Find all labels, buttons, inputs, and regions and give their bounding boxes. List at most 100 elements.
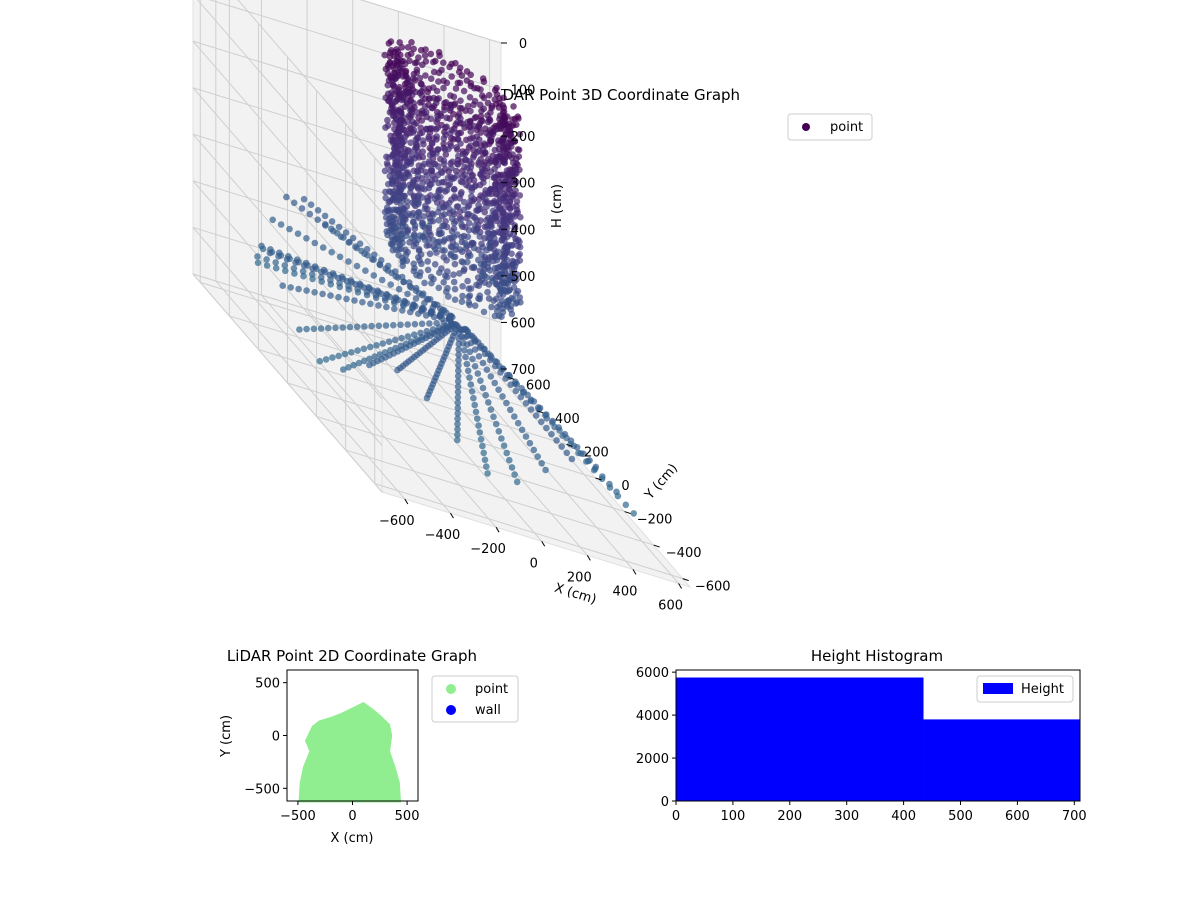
data-point <box>501 145 509 153</box>
x-tick-label: 500 <box>395 809 420 824</box>
data-point <box>389 246 397 254</box>
data-point <box>508 143 515 150</box>
data-point <box>472 408 480 416</box>
data-point <box>456 270 463 277</box>
data-point <box>470 263 478 271</box>
data-point <box>454 420 461 428</box>
data-point <box>509 116 516 123</box>
grid-z-left <box>237 0 383 167</box>
data-point <box>424 266 432 274</box>
data-point <box>398 44 406 51</box>
data-point <box>454 436 461 444</box>
data-point <box>503 449 511 457</box>
data-point <box>411 146 418 154</box>
histogram-legend[interactable]: Height <box>976 675 1074 703</box>
data-point <box>398 334 405 342</box>
data-point <box>345 364 352 371</box>
data-point <box>436 269 443 277</box>
data-point <box>516 131 524 138</box>
data-point <box>493 84 500 92</box>
histogram-plot-area: 0 100 200 300 400 500 600 700 0 2000 4000 6000 <box>636 666 1087 824</box>
data-point <box>258 242 265 250</box>
data-point <box>606 484 614 491</box>
data-point <box>419 137 427 144</box>
data-point <box>538 418 545 426</box>
data-point <box>511 380 519 388</box>
data-point <box>296 326 303 333</box>
x-tick-mark <box>450 512 454 519</box>
chart-3d-legend[interactable]: point <box>787 113 873 141</box>
data-point <box>406 81 414 88</box>
data-point <box>451 285 459 293</box>
data-point <box>303 287 310 294</box>
data-point <box>467 381 475 388</box>
data-point <box>495 140 503 148</box>
data-point <box>421 236 429 244</box>
data-point <box>453 144 460 151</box>
data-point <box>454 203 462 210</box>
data-point <box>484 229 492 236</box>
data-point <box>490 297 498 305</box>
data-point <box>418 92 426 99</box>
data-point <box>530 446 538 454</box>
legend-marker-wall <box>446 705 456 715</box>
data-point <box>497 271 504 279</box>
data-point <box>340 366 347 373</box>
data-point <box>484 470 491 477</box>
chart-2d-legend[interactable]: point wall <box>431 675 519 723</box>
data-point <box>508 242 516 249</box>
data-point <box>522 433 530 440</box>
grid-z-back <box>192 226 502 323</box>
data-point <box>330 227 337 235</box>
data-point <box>440 160 448 168</box>
data-point <box>483 203 490 211</box>
data-point <box>311 239 319 247</box>
data-point <box>281 262 289 269</box>
data-point <box>375 302 382 309</box>
data-point <box>404 118 412 126</box>
data-point <box>395 285 403 293</box>
data-point <box>480 179 487 186</box>
data-point <box>418 260 425 268</box>
data-point <box>598 475 606 483</box>
y-tick-mark <box>682 578 689 582</box>
data-point <box>307 201 315 208</box>
data-point <box>411 222 419 229</box>
data-point <box>509 166 516 173</box>
data-point <box>389 242 396 249</box>
data-point <box>478 173 486 181</box>
data-point <box>350 361 358 369</box>
data-point <box>355 359 363 367</box>
data-point <box>491 96 499 103</box>
data-point <box>491 235 498 242</box>
data-point <box>382 188 389 196</box>
data-point <box>300 272 307 280</box>
data-point <box>454 410 462 417</box>
data-point <box>366 355 373 363</box>
chart-3d-zlabel: H (cm) <box>550 184 565 228</box>
data-point <box>391 268 399 275</box>
data-point <box>495 386 502 394</box>
data-point <box>384 262 392 270</box>
data-point <box>361 323 368 330</box>
data-point <box>428 140 436 147</box>
data-point <box>397 51 404 59</box>
data-point <box>404 333 412 340</box>
data-point <box>389 190 397 198</box>
data-point <box>446 205 453 213</box>
data-point <box>454 119 461 126</box>
legend-label-height: Height <box>1021 682 1064 697</box>
data-point <box>421 52 429 59</box>
data-point <box>532 412 540 419</box>
data-point <box>485 155 492 163</box>
data-point <box>467 285 475 292</box>
chart-2d-ylabel: Y (cm) <box>219 715 234 758</box>
data-point <box>445 293 452 300</box>
data-point <box>477 435 485 443</box>
data-point <box>318 274 325 281</box>
data-point <box>482 187 489 194</box>
y-tick-label: 0 <box>272 730 280 745</box>
grid-y-floor <box>258 348 567 445</box>
data-point <box>393 196 401 203</box>
data-point <box>435 217 443 224</box>
